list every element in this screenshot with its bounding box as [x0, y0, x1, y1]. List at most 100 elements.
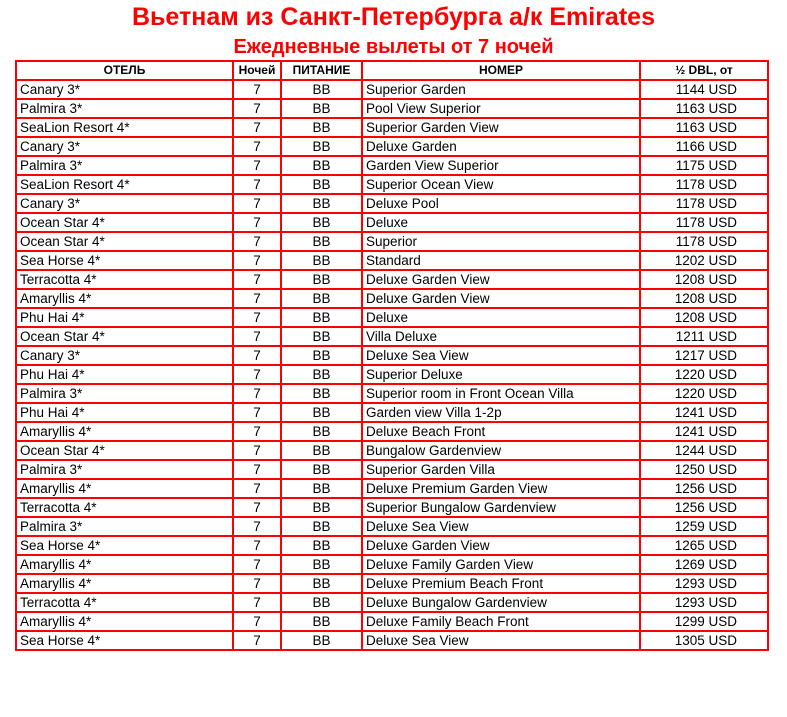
cell-price: 1208 USD — [639, 288, 769, 309]
cell-room: Deluxe Bungalow Gardenview — [361, 592, 641, 613]
table-header-row: ОТЕЛЬ Ночей ПИТАНИЕ НОМЕР ½ DBL, от — [15, 60, 769, 81]
table-row: Sea Horse 4* 7 BB Deluxe Garden View 1265 US… — [15, 535, 769, 556]
cell-meal: BB — [280, 117, 363, 138]
cell-room: Deluxe Premium Beach Front — [361, 573, 641, 594]
cell-room: Bungalow Gardenview — [361, 440, 641, 461]
cell-price: 1305 USD — [639, 630, 769, 651]
cell-price: 1202 USD — [639, 250, 769, 271]
cell-room: Deluxe Garden View — [361, 288, 641, 309]
cell-nights: 7 — [232, 364, 282, 385]
table-row: Amaryllis 4* 7 BB Deluxe Garden View 1208 US… — [15, 288, 769, 309]
cell-nights: 7 — [232, 421, 282, 442]
cell-nights: 7 — [232, 554, 282, 575]
page-subtitle: Ежедневные вылеты от 7 ночей — [233, 36, 554, 58]
cell-price: 1163 USD — [639, 98, 769, 119]
cell-price: 1220 USD — [639, 364, 769, 385]
cell-price: 1293 USD — [639, 573, 769, 594]
cell-hotel: Sea Horse 4* — [15, 535, 234, 556]
cell-price: 1259 USD — [639, 516, 769, 537]
cell-nights: 7 — [232, 345, 282, 366]
cell-meal: BB — [280, 478, 363, 499]
cell-hotel: SeaLion Resort 4* — [15, 117, 234, 138]
cell-hotel: Amaryllis 4* — [15, 288, 234, 309]
cell-hotel: SeaLion Resort 4* — [15, 174, 234, 195]
table-row: Palmira 3* 7 BB Superior room in Front Ocea… — [15, 383, 769, 404]
cell-meal: BB — [280, 573, 363, 594]
table-row: SeaLion Resort 4* 7 BB Superior Ocean View 1… — [15, 174, 769, 195]
cell-hotel: Canary 3* — [15, 79, 234, 100]
cell-meal: BB — [280, 611, 363, 632]
cell-nights: 7 — [232, 79, 282, 100]
cell-nights: 7 — [232, 193, 282, 214]
cell-meal: BB — [280, 592, 363, 613]
table-row: Ocean Star 4* 7 BB Superior 1178 USD — [15, 231, 769, 252]
cell-price: 1269 USD — [639, 554, 769, 575]
cell-price: 1241 USD — [639, 402, 769, 423]
cell-nights: 7 — [232, 516, 282, 537]
table-row: Canary 3* 7 BB Superior Garden 1144 USD — [15, 79, 769, 100]
cell-hotel: Canary 3* — [15, 193, 234, 214]
table-row: SeaLion Resort 4* 7 BB Superior Garden View… — [15, 117, 769, 138]
cell-hotel: Sea Horse 4* — [15, 250, 234, 271]
cell-price: 1178 USD — [639, 212, 769, 233]
cell-price: 1256 USD — [639, 478, 769, 499]
cell-meal: BB — [280, 364, 363, 385]
cell-nights: 7 — [232, 478, 282, 499]
table-row: Palmira 3* 7 BB Pool View Superior 1163 USD — [15, 98, 769, 119]
cell-hotel: Ocean Star 4* — [15, 212, 234, 233]
cell-room: Deluxe Sea View — [361, 516, 641, 537]
table-row: Amaryllis 4* 7 BB Deluxe Family Garden View… — [15, 554, 769, 575]
price-table: ОТЕЛЬ Ночей ПИТАНИЕ НОМЕР ½ DBL, от Cana… — [15, 60, 769, 651]
cell-meal: BB — [280, 516, 363, 537]
cell-nights: 7 — [232, 212, 282, 233]
table-row: Terracotta 4* 7 BB Deluxe Garden View 1208 U… — [15, 269, 769, 290]
cell-nights: 7 — [232, 497, 282, 518]
header-hotel: ОТЕЛЬ — [15, 60, 234, 81]
cell-nights: 7 — [232, 288, 282, 309]
table-row: Palmira 3* 7 BB Deluxe Sea View 1259 USD — [15, 516, 769, 537]
cell-price: 1208 USD — [639, 269, 769, 290]
cell-meal: BB — [280, 231, 363, 252]
cell-meal: BB — [280, 193, 363, 214]
cell-meal: BB — [280, 383, 363, 404]
table-row: Canary 3* 7 BB Deluxe Garden 1166 USD — [15, 136, 769, 157]
cell-room: Deluxe Garden — [361, 136, 641, 157]
cell-room: Villa Deluxe — [361, 326, 641, 347]
cell-nights: 7 — [232, 440, 282, 461]
table-row: Sea Horse 4* 7 BB Standard 1202 USD — [15, 250, 769, 271]
table-row: Amaryllis 4* 7 BB Deluxe Premium Garden Vie… — [15, 478, 769, 499]
table-row: Canary 3* 7 BB Deluxe Sea View 1217 USD — [15, 345, 769, 366]
header-price: ½ DBL, от — [639, 60, 769, 81]
cell-meal: BB — [280, 136, 363, 157]
cell-hotel: Sea Horse 4* — [15, 630, 234, 651]
cell-nights: 7 — [232, 592, 282, 613]
cell-price: 1144 USD — [639, 79, 769, 100]
cell-room: Standard — [361, 250, 641, 271]
cell-meal: BB — [280, 554, 363, 575]
cell-nights: 7 — [232, 250, 282, 271]
cell-nights: 7 — [232, 402, 282, 423]
cell-meal: BB — [280, 497, 363, 518]
header-meal: ПИТАНИЕ — [280, 60, 363, 81]
table-row: Palmira 3* 7 BB Superior Garden Villa 1250 U… — [15, 459, 769, 480]
table-row: Phu Hai 4* 7 BB Deluxe 1208 USD — [15, 307, 769, 328]
cell-nights: 7 — [232, 459, 282, 480]
table-row: Amaryllis 4* 7 BB Deluxe Family Beach Front… — [15, 611, 769, 632]
cell-hotel: Canary 3* — [15, 345, 234, 366]
cell-hotel: Palmira 3* — [15, 98, 234, 119]
cell-hotel: Terracotta 4* — [15, 497, 234, 518]
cell-meal: BB — [280, 440, 363, 461]
cell-hotel: Amaryllis 4* — [15, 611, 234, 632]
cell-nights: 7 — [232, 231, 282, 252]
cell-hotel: Ocean Star 4* — [15, 231, 234, 252]
cell-room: Deluxe — [361, 307, 641, 328]
cell-hotel: Ocean Star 4* — [15, 440, 234, 461]
cell-nights: 7 — [232, 117, 282, 138]
cell-meal: BB — [280, 174, 363, 195]
cell-room: Superior Garden Villa — [361, 459, 641, 480]
cell-room: Deluxe — [361, 212, 641, 233]
cell-price: 1163 USD — [639, 117, 769, 138]
cell-hotel: Palmira 3* — [15, 459, 234, 480]
cell-nights: 7 — [232, 269, 282, 290]
cell-meal: BB — [280, 288, 363, 309]
